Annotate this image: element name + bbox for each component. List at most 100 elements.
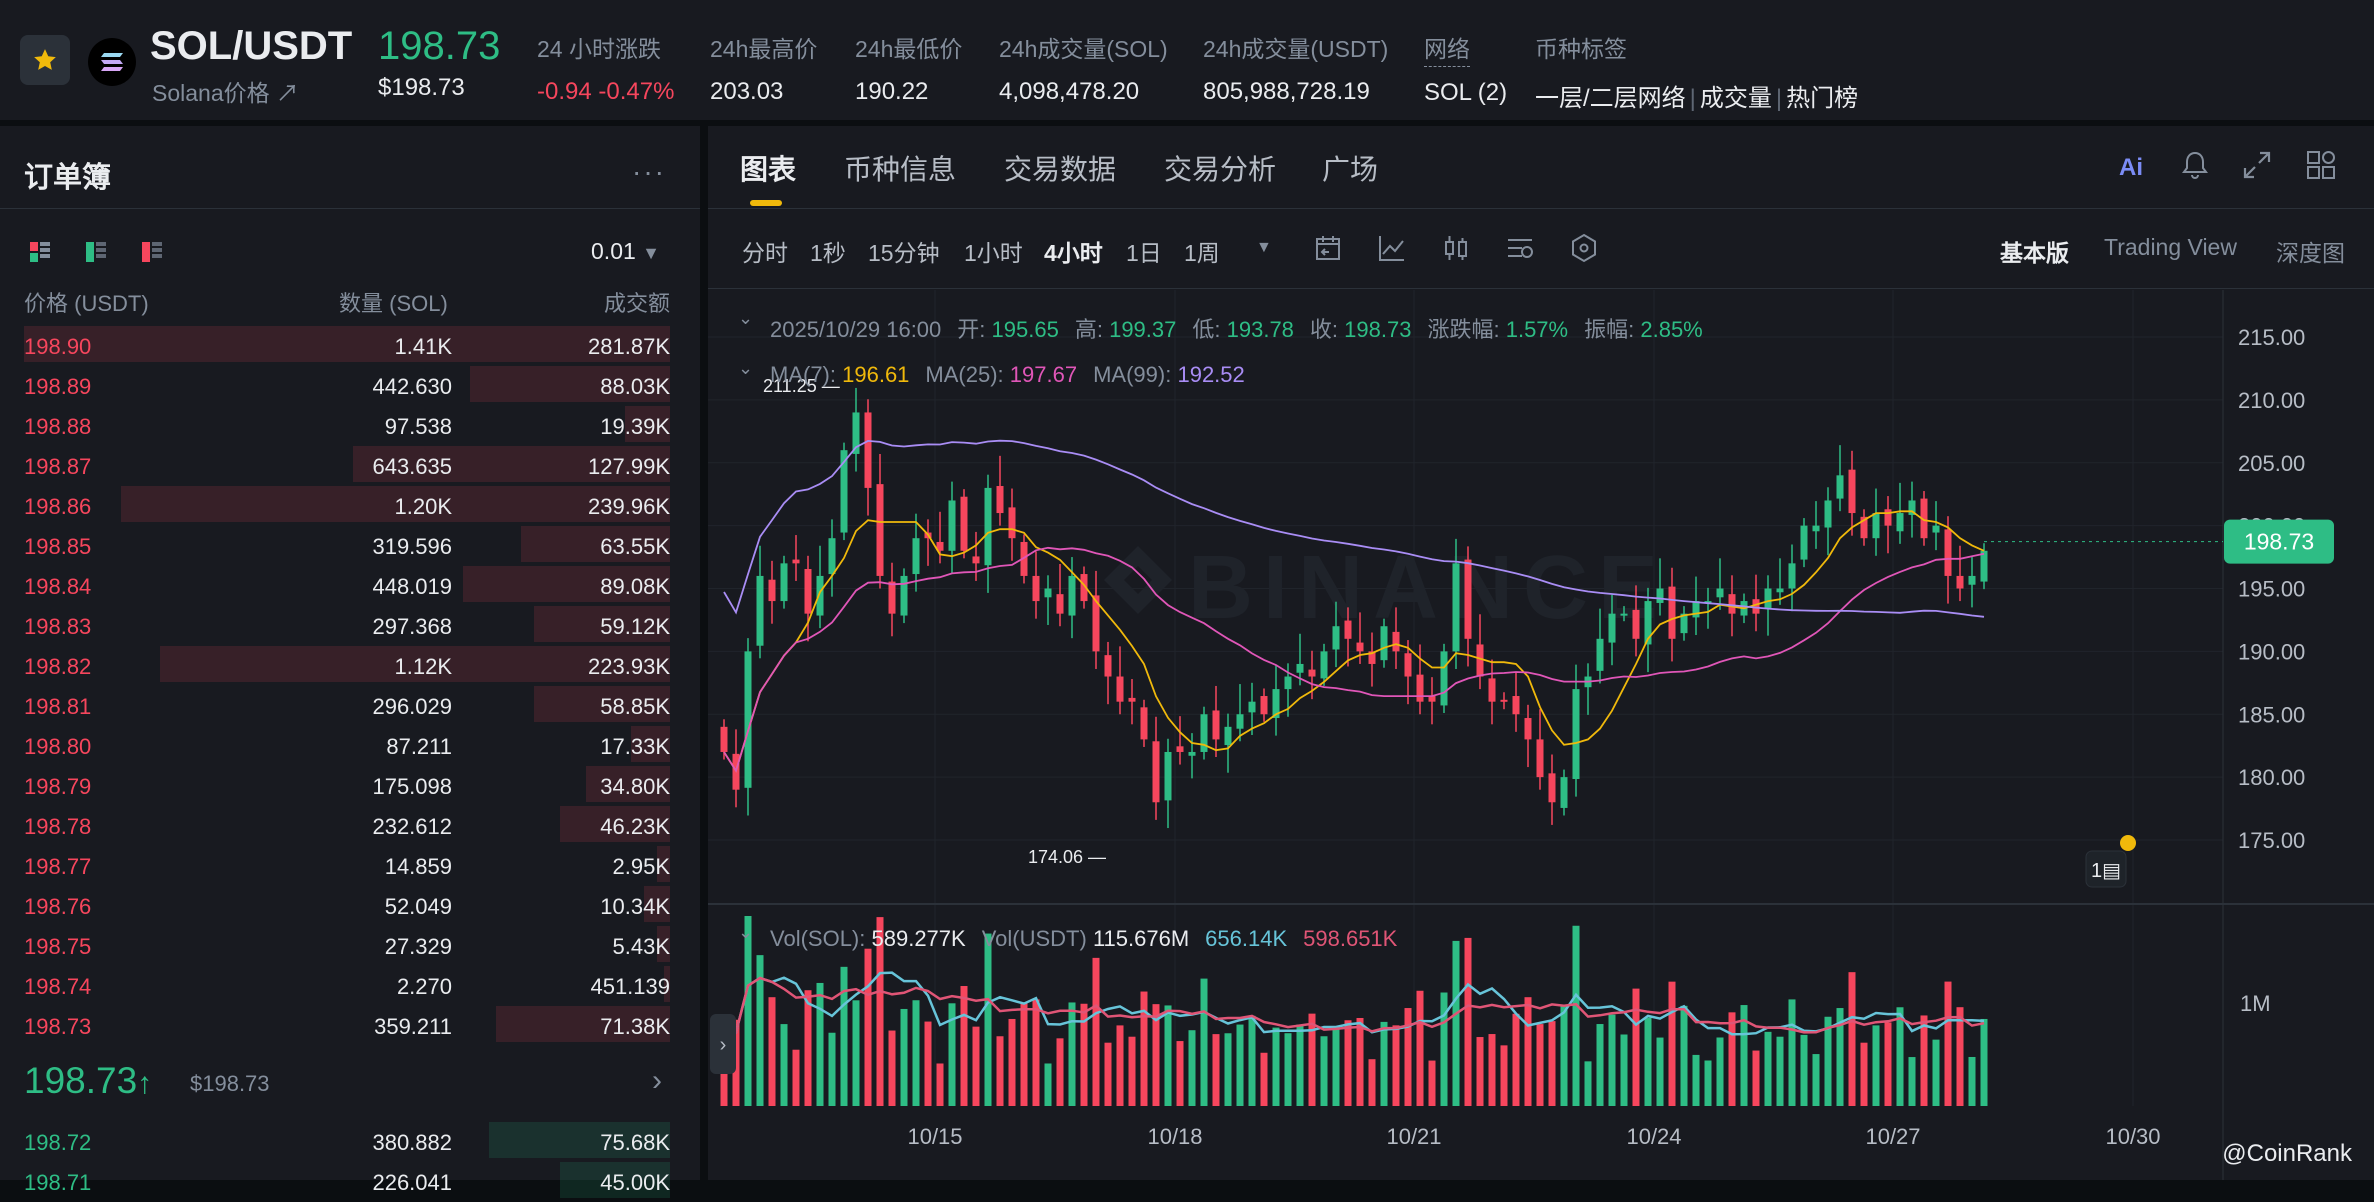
tag-link[interactable]: 热门榜 (1786, 85, 1859, 112)
chevron-down-icon[interactable]: ⌄ (738, 308, 754, 328)
collapse-handle (710, 1014, 736, 1074)
order-marker-icon (2085, 850, 2127, 888)
caret-down-icon[interactable]: ▼ (1256, 239, 1272, 256)
tab-coin-info[interactable]: 币种信息 (844, 154, 957, 185)
interval-1w[interactable]: 1周 (1184, 240, 1220, 266)
coin-price-link[interactable]: Solana价格 ↗ (152, 80, 300, 106)
volume-bar (1728, 1012, 1736, 1106)
bid-row[interactable]: 198.71 226.041 45.00K (24, 1162, 670, 1202)
layout-grid-icon[interactable] (2304, 148, 2338, 182)
tab-trading-data[interactable]: 交易数据 (1004, 154, 1117, 185)
interval-15m[interactable]: 15分钟 (868, 240, 940, 266)
tab-trading-analysis[interactable]: 交易分析 (1164, 154, 1277, 185)
chevron-right-icon[interactable]: › (652, 1064, 662, 1097)
ask-row[interactable]: 198.79 175.098 34.80K (24, 766, 670, 806)
bid-price: 198.71 (24, 1170, 92, 1195)
ask-row[interactable]: 198.74 2.270 451.139 (24, 966, 670, 1006)
candle-body (768, 579, 776, 602)
interval-1h[interactable]: 1小时 (964, 240, 1023, 266)
stat-network[interactable]: 网络 SOL (2) (1424, 30, 1507, 107)
volume-bar (1056, 1038, 1064, 1106)
version-basic[interactable]: 基本版 (2000, 240, 2069, 266)
last-price-tag-label: 198.73 (2244, 529, 2314, 555)
both-sides-view-icon[interactable] (28, 240, 52, 264)
ask-row[interactable]: 198.76 52.049 10.34K (24, 886, 670, 926)
volume-bar (1764, 1031, 1772, 1106)
y-tick-label: 190.00 (2238, 639, 2305, 664)
x-tick-label: 10/21 (1386, 1124, 1441, 1149)
candle-type-icon[interactable] (1440, 232, 1472, 264)
expand-icon[interactable] (2240, 148, 2274, 182)
stat-label: 24h最高价 (710, 36, 818, 62)
chevron-down-icon[interactable]: ⌄ (738, 922, 754, 942)
version-tradingview[interactable]: Trading View (2104, 234, 2237, 260)
stat-24h-change: 24 小时涨跌 -0.94 -0.47% (537, 30, 674, 106)
tab-square[interactable]: 广场 (1322, 154, 1379, 185)
ask-price: 198.85 (24, 534, 92, 559)
ask-row[interactable]: 198.78 232.612 46.23K (24, 806, 670, 846)
ask-row[interactable]: 198.87 643.635 127.99K (24, 446, 670, 486)
volume-bar (1428, 1060, 1436, 1106)
ask-row[interactable]: 198.83 297.368 59.12K (24, 606, 670, 646)
ask-total: 34.80K (600, 774, 670, 799)
chart-settings-icon[interactable] (1504, 232, 1536, 264)
ask-qty: 2.270 (396, 974, 452, 999)
more-options-icon[interactable]: ··· (632, 156, 666, 187)
ask-row[interactable]: 198.80 87.211 17.33K (24, 726, 670, 766)
ask-row[interactable]: 198.82 1.12K 223.93K (24, 646, 670, 686)
tag-link[interactable]: 一层/二层网络 (1535, 85, 1686, 112)
interval-1s[interactable]: 1秒 (810, 240, 846, 266)
ask-row[interactable]: 198.77 14.859 2.95K (24, 846, 670, 886)
bid-row[interactable]: 198.72 380.882 75.68K (24, 1122, 670, 1162)
ask-row[interactable]: 198.90 1.41K 281.87K (24, 326, 670, 366)
bids-view-icon[interactable] (84, 240, 108, 264)
ask-row[interactable]: 198.81 296.029 58.85K (24, 686, 670, 726)
ai-icon[interactable]: Ai (2116, 148, 2150, 182)
col-header-total: 成交额 (603, 291, 670, 316)
volume-bar (1560, 1005, 1568, 1106)
ask-price: 198.73 (24, 1014, 92, 1039)
candle-body (1968, 575, 1976, 585)
credit-watermark: @CoinRank (2222, 1140, 2352, 1167)
ask-row[interactable]: 198.88 97.538 19.39K (24, 406, 670, 446)
version-depth[interactable]: 深度图 (2276, 240, 2345, 266)
ask-row[interactable]: 198.89 442.630 88.03K (24, 366, 670, 406)
interval-1d[interactable]: 1日 (1126, 240, 1162, 266)
chevron-down-icon[interactable]: ⌄ (738, 358, 754, 378)
volume-bar (1224, 1033, 1232, 1106)
ask-total: 58.85K (600, 694, 670, 719)
favorite-button[interactable] (20, 35, 70, 85)
ask-total: 223.93K (588, 654, 670, 679)
interval-timeline[interactable]: 分时 (742, 240, 788, 266)
candle-body (1500, 699, 1508, 702)
drawing-tools-icon[interactable] (1568, 232, 1600, 264)
depth-bar (521, 526, 670, 562)
bid-total: 75.68K (600, 1130, 670, 1155)
candlestick-chart[interactable]: BINANCE215.00210.00205.00200.00195.00190… (708, 126, 2374, 1180)
divider (708, 208, 2374, 209)
ask-row[interactable]: 198.84 448.019 89.08K (24, 566, 670, 606)
ask-row[interactable]: 198.75 27.329 5.43K (24, 926, 670, 966)
volume-bar (1740, 1005, 1748, 1106)
calendar-icon[interactable] (1312, 232, 1344, 264)
precision-select[interactable]: 0.01 ▼ (591, 238, 660, 265)
volume-bar (1392, 1025, 1400, 1106)
stat-24h-high: 24h最高价 203.03 (710, 30, 817, 106)
tab-chart[interactable]: 图表 (740, 154, 797, 185)
candle-body (1332, 626, 1340, 650)
ask-row[interactable]: 198.86 1.20K 239.96K (24, 486, 670, 526)
volume-bar (912, 1000, 920, 1106)
candle-body (1692, 601, 1700, 618)
volume-bar (1068, 1002, 1076, 1106)
candle-body (780, 563, 788, 602)
interval-4h[interactable]: 4小时 (1044, 240, 1103, 266)
tag-link[interactable]: 成交量 (1699, 85, 1772, 112)
asks-view-icon[interactable] (140, 240, 164, 264)
indicator-icon[interactable] (1376, 232, 1408, 264)
volume-bar (852, 1000, 860, 1106)
candle-body (984, 487, 992, 566)
ask-row[interactable]: 198.73 359.211 71.38K (24, 1006, 670, 1046)
last-price-usd: $198.73 (378, 74, 465, 101)
bell-icon[interactable] (2178, 148, 2212, 182)
ask-row[interactable]: 198.85 319.596 63.55K (24, 526, 670, 566)
